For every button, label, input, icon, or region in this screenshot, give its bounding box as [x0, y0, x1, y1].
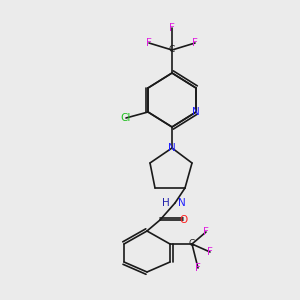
Text: F: F [146, 38, 152, 48]
Text: O: O [179, 215, 187, 225]
Text: C: C [169, 46, 175, 55]
Text: Cl: Cl [121, 113, 131, 123]
Text: F: F [192, 38, 198, 48]
Text: F: F [195, 263, 201, 273]
Text: F: F [203, 227, 209, 237]
Text: N: N [168, 143, 176, 153]
Text: H: H [162, 198, 170, 208]
Text: F: F [169, 23, 175, 33]
Text: N: N [192, 107, 200, 117]
Text: N: N [178, 198, 186, 208]
Text: C: C [189, 239, 195, 248]
Text: F: F [207, 247, 213, 257]
